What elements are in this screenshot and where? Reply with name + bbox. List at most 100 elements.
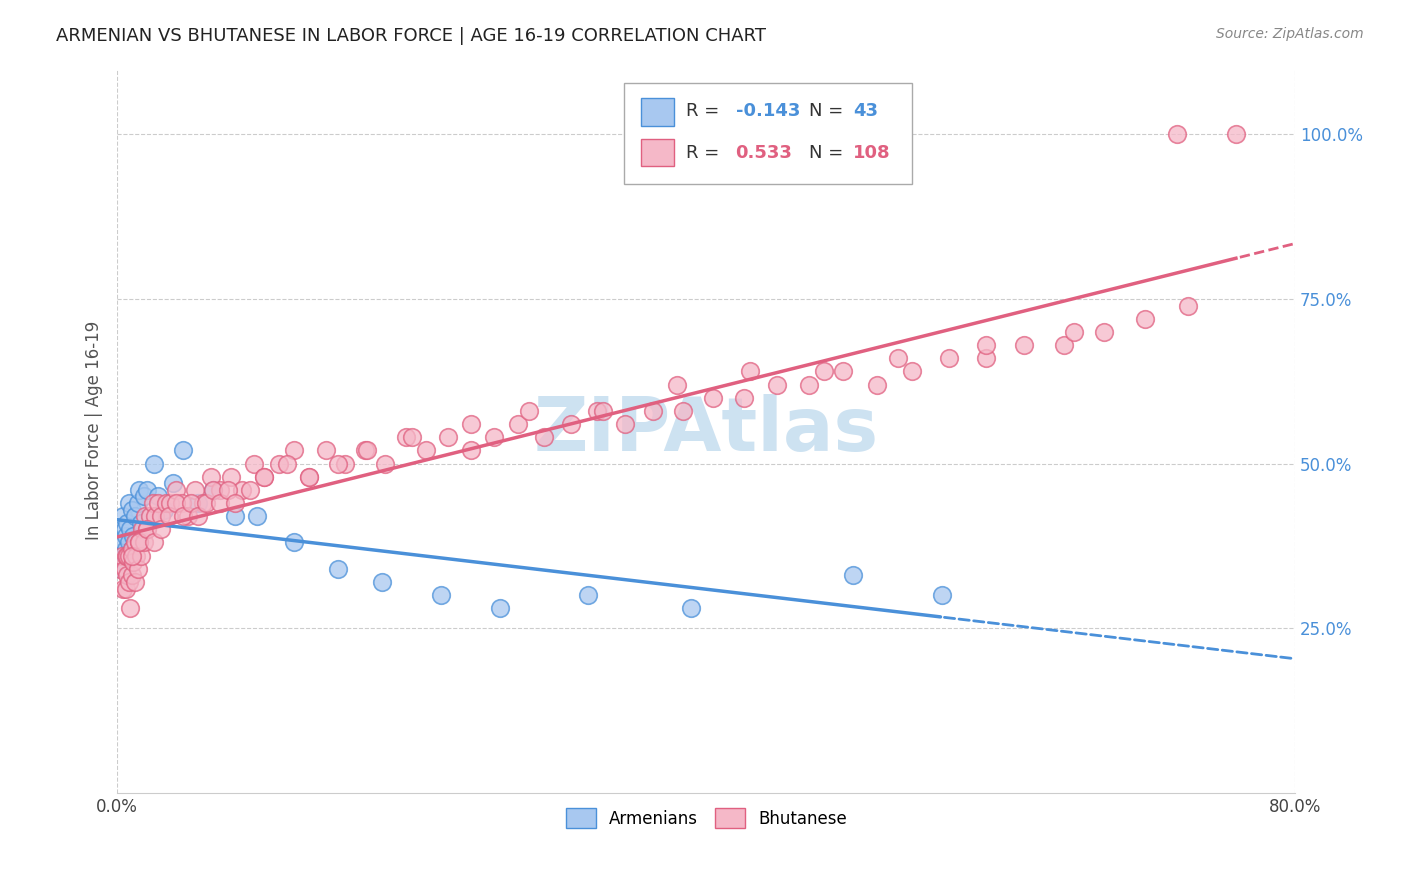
Point [122,529,145,543]
Point [371,574,394,589]
Point [118,574,141,589]
Point [401,430,423,444]
Point [108,562,131,576]
Point [115,542,138,557]
Point [733,391,755,405]
Point [681,601,703,615]
Bar [641,98,675,126]
Point [614,417,637,431]
Point [586,404,609,418]
Point [482,430,505,444]
FancyBboxPatch shape [624,83,912,185]
Point [180,496,202,510]
Point [489,601,512,615]
Text: ARMENIAN VS BHUTANESE IN LABOR FORCE | AGE 16-19 CORRELATION CHART: ARMENIAN VS BHUTANESE IN LABOR FORCE | A… [56,27,766,45]
Point [200,469,222,483]
Point [110,562,132,576]
Point [124,509,146,524]
Point [170,496,193,510]
Point [135,522,157,536]
Text: -0.143: -0.143 [735,102,800,120]
Point [122,555,145,569]
Point [253,469,276,483]
Text: ZIPAtlas: ZIPAtlas [533,394,879,467]
Point [132,535,155,549]
Point [191,496,214,510]
Point [519,404,541,418]
Point [269,457,291,471]
Point [231,483,253,497]
Point [138,509,160,524]
Point [297,469,319,483]
Point [157,509,180,524]
Y-axis label: In Labor Force | Age 16-19: In Labor Force | Age 16-19 [86,321,103,541]
Point [115,549,138,563]
Point [128,535,150,549]
Point [353,443,375,458]
Point [1166,128,1188,142]
Point [886,351,908,366]
Text: N =: N = [808,102,849,120]
Point [224,496,246,510]
Point [1133,311,1156,326]
Point [813,364,835,378]
Point [1053,338,1076,352]
Point [124,574,146,589]
Point [1063,325,1085,339]
Point [132,490,155,504]
Point [155,496,177,510]
Point [128,535,150,549]
Point [148,496,170,510]
Point [114,522,136,536]
Point [702,391,724,405]
Point [128,483,150,497]
Point [121,568,143,582]
Point [209,496,232,510]
Point [143,535,166,549]
Point [112,509,135,524]
Point [415,443,437,458]
Point [506,417,529,431]
Point [430,588,453,602]
Point [117,568,139,582]
Point [165,483,187,497]
Point [671,404,693,418]
Point [201,483,224,497]
Point [124,535,146,549]
Point [560,417,582,431]
Point [187,509,209,524]
Point [114,555,136,569]
Point [153,502,176,516]
Point [138,509,160,524]
Point [172,509,194,524]
Point [592,404,614,418]
Point [148,490,170,504]
Point [740,364,762,378]
Text: 43: 43 [853,102,879,120]
Point [297,469,319,483]
Text: N =: N = [808,144,849,161]
Point [150,522,173,536]
Point [326,457,349,471]
Point [1092,325,1115,339]
Point [283,535,305,549]
Point [283,443,305,458]
Point [125,549,148,563]
Point [108,549,131,563]
Point [129,516,152,530]
Point [832,364,855,378]
Point [533,430,555,444]
Text: Source: ZipAtlas.com: Source: ZipAtlas.com [1216,27,1364,41]
Point [172,443,194,458]
Point [437,430,460,444]
Text: R =: R = [686,102,725,120]
Point [866,377,889,392]
Point [460,443,482,458]
Point [121,542,143,557]
Point [125,535,148,549]
Point [938,351,960,366]
Point [243,457,266,471]
Point [765,377,787,392]
Point [120,522,142,536]
Text: 0.533: 0.533 [735,144,793,161]
